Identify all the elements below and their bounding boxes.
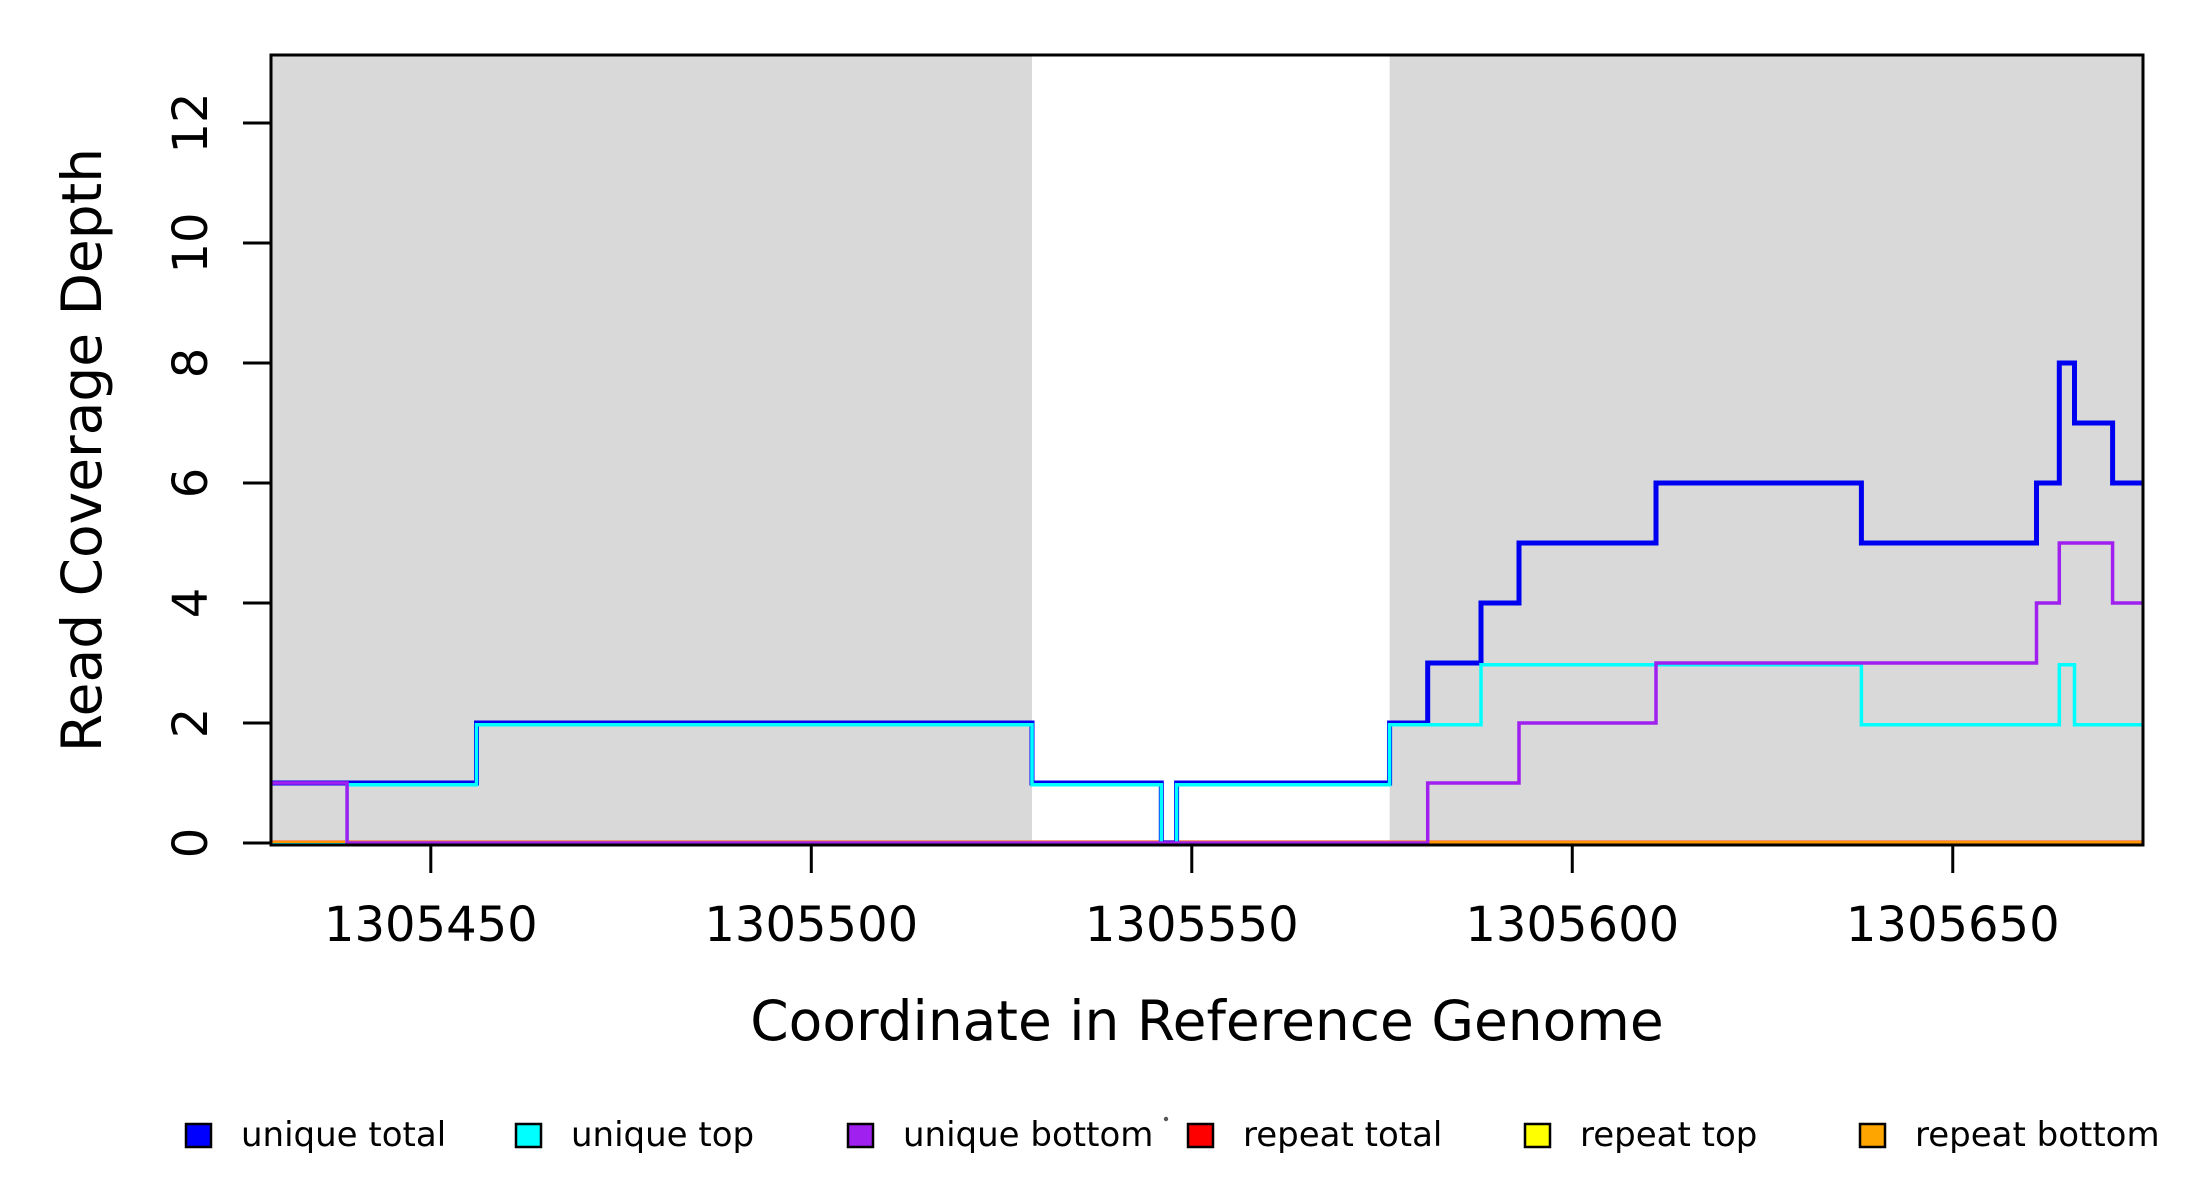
- legend-item-unique-bottom: unique bottom: [846, 1115, 1153, 1155]
- x-tick-label: 1305650: [1846, 897, 2060, 953]
- legend-item-unique-top: unique top: [514, 1115, 754, 1155]
- y-tick-label: 8: [163, 348, 219, 379]
- unique-total-swatch-icon: [184, 1122, 213, 1149]
- x-tick-label: 1305500: [704, 897, 918, 953]
- x-axis-ticks: 1305450 1305500 1305550 1305600 1305650: [324, 845, 2060, 953]
- series-line-unique-total: [271, 360, 2143, 846]
- y-axis-ticks: 0 2 4 6 8 10 12: [163, 92, 271, 858]
- x-axis-title: Coordinate in Reference Genome: [750, 989, 1663, 1053]
- repeat-bottom-swatch-icon: [1858, 1122, 1887, 1149]
- plot-border: [269, 53, 2145, 847]
- repeat-total-swatch-icon: [1186, 1122, 1215, 1149]
- legend-item-repeat-total: repeat total: [1186, 1115, 1442, 1155]
- legend-label: repeat bottom: [1915, 1115, 2160, 1155]
- y-tick-label: 12: [163, 92, 219, 153]
- legend-label: unique total: [241, 1115, 446, 1155]
- legend-label: unique top: [571, 1115, 754, 1155]
- repeat-top-swatch-icon: [1523, 1122, 1552, 1149]
- repeat-region-shading: [271, 55, 1032, 845]
- legend: unique total unique top unique bottom re…: [184, 1115, 2160, 1155]
- y-axis-title: Read Coverage Depth: [50, 148, 114, 752]
- repeat-region-shading: [1389, 55, 2143, 845]
- legend-label: repeat top: [1580, 1115, 1757, 1155]
- unique-top-swatch-icon: [514, 1122, 543, 1149]
- stray-dot: [1163, 1116, 1169, 1122]
- x-tick-label: 1305450: [324, 897, 538, 953]
- series-lines: [271, 360, 2143, 847]
- x-tick-label: 1305550: [1085, 897, 1299, 953]
- y-tick-label: 4: [163, 588, 219, 619]
- shaded-regions: [271, 55, 2143, 845]
- legend-item-unique-total: unique total: [184, 1115, 446, 1155]
- y-tick-label: 2: [163, 708, 219, 739]
- y-tick-label: 6: [163, 468, 219, 499]
- y-tick-label: 0: [163, 828, 219, 859]
- series-line-unique-bottom: [271, 541, 2143, 845]
- y-tick-label: 10: [163, 212, 219, 273]
- unique-bottom-swatch-icon: [846, 1122, 875, 1149]
- legend-item-repeat-bottom: repeat bottom: [1858, 1115, 2160, 1155]
- legend-item-repeat-top: repeat top: [1523, 1115, 1757, 1155]
- legend-label: repeat total: [1243, 1115, 1442, 1155]
- series-line-unique-top: [271, 663, 2143, 847]
- legend-label: unique bottom: [903, 1115, 1153, 1155]
- x-tick-label: 1305600: [1465, 897, 1679, 953]
